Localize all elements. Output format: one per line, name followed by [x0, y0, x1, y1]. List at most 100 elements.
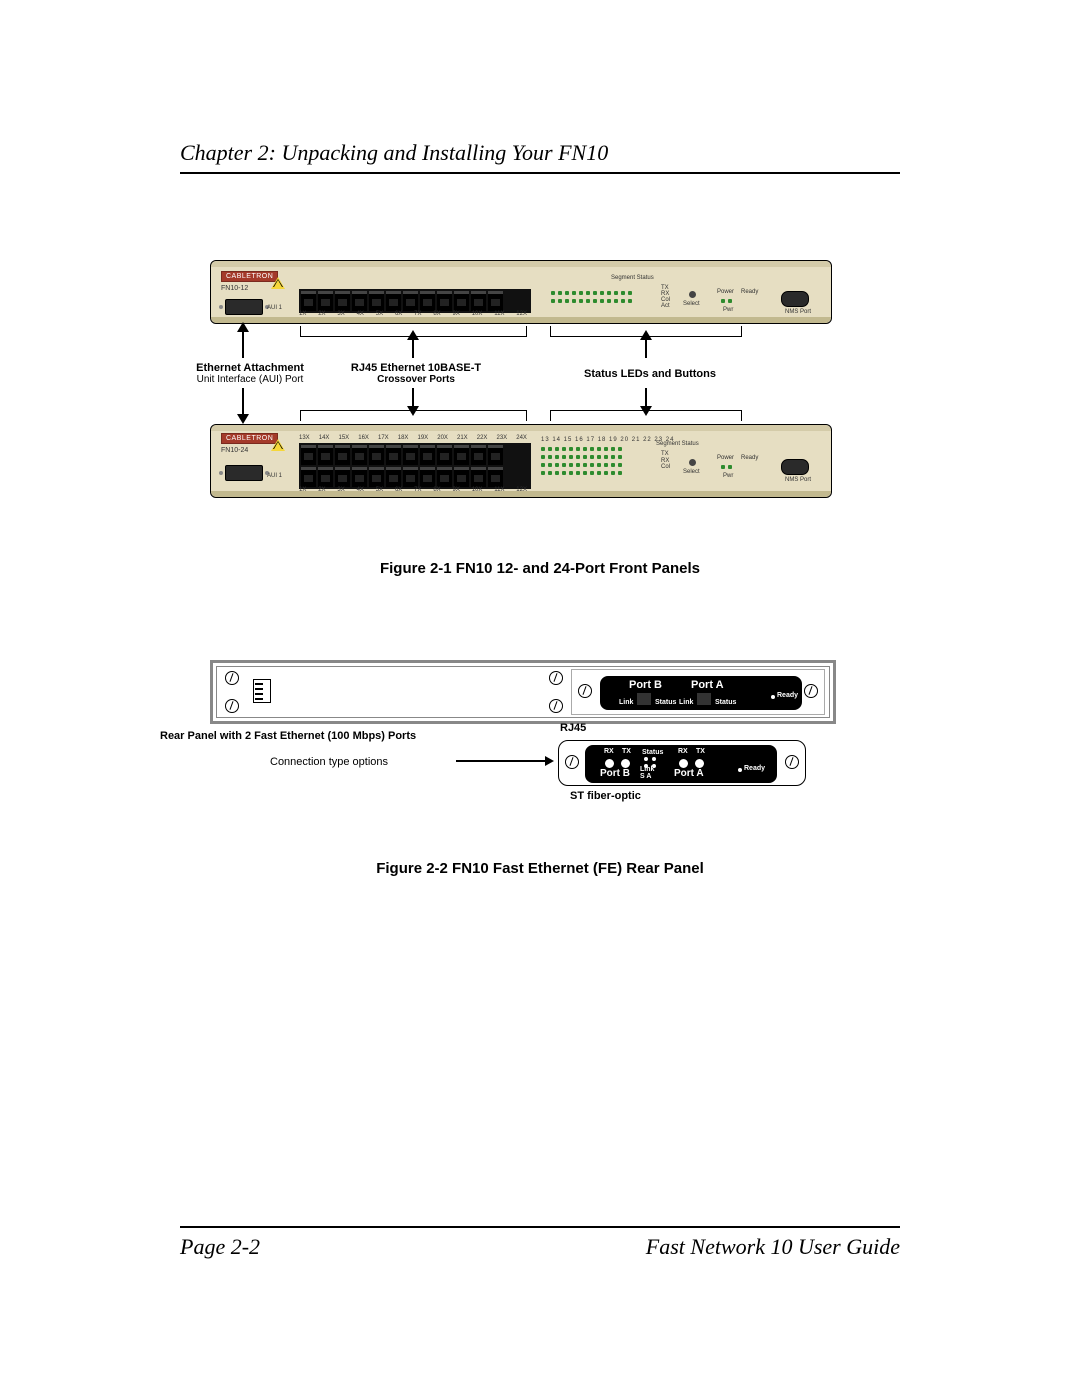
led-grid-2	[541, 455, 622, 459]
ann-aui: Ethernet Attachment Unit Interface (AUI)…	[170, 362, 330, 385]
guide-title: Fast Network 10 User Guide	[646, 1234, 900, 1260]
port-numbers-12: 1X2X3X4X5X6X7X8X9X10X11X12X	[299, 311, 527, 317]
fe-module-slot: Port B Port A Link Status Link Status Re…	[571, 669, 825, 715]
power-leds-24	[721, 465, 732, 469]
screw-icon	[549, 699, 563, 713]
pwr-label: Pwr	[723, 307, 733, 313]
hazard-icon-24	[271, 439, 285, 451]
arrow-aui-down	[242, 388, 244, 416]
status-led	[644, 757, 648, 761]
link-label2: Link	[679, 699, 693, 706]
led-nums-top: 13 14 15 16 17 18 19 20 21 22 23 24	[541, 437, 674, 443]
porta-label: Port A	[691, 679, 724, 691]
aui-label: AUI 1	[267, 305, 282, 311]
power-label: Power	[717, 289, 734, 295]
ready-label-24: Ready	[741, 455, 758, 461]
aui-label-24: AUI 1	[267, 473, 282, 479]
screw-icon	[578, 684, 592, 698]
rear-panel-main: Port B Port A Link Status Link Status Re…	[210, 660, 836, 724]
arrow-rj45-down	[412, 388, 414, 408]
rj45-ports-12	[299, 289, 531, 313]
rj45-ports-bottom	[299, 465, 531, 489]
rj45-conn-label: RJ45	[560, 722, 586, 734]
led-labels-24: TXRXCol	[661, 451, 670, 471]
pwr-label-24: Pwr	[723, 473, 733, 479]
arrow-conn-options	[456, 760, 546, 762]
status-label: Status	[655, 699, 676, 706]
st-inner: RX TX Status RX TX Port B Link S A Port …	[585, 745, 777, 783]
rj45-port-icon	[697, 693, 711, 705]
rj45-ports-top	[299, 443, 531, 467]
conn-type-label: Connection type options	[270, 756, 470, 768]
aui-port	[225, 299, 263, 315]
ready-led-st	[738, 768, 742, 772]
rear-panel-label: Rear Panel with 2 Fast Ethernet (100 Mbp…	[160, 730, 520, 742]
brand-badge-24: CABLETRON	[221, 433, 278, 444]
ready-label-st: Ready	[744, 765, 765, 772]
status-led	[652, 757, 656, 761]
ready-label: Ready	[777, 692, 798, 699]
screw-icon	[225, 671, 239, 685]
rx-label: RX	[604, 748, 614, 755]
led-labels: TXRXColAct	[661, 285, 670, 309]
led-grid-1	[541, 447, 622, 451]
model-label-24: FN10-24	[221, 447, 248, 454]
screw-icon	[804, 684, 818, 698]
led-row-1	[551, 291, 632, 295]
chapter-header: Chapter 2: Unpacking and Installing Your…	[180, 140, 900, 174]
arrow-rj45-up	[412, 338, 414, 358]
nms-label-24: NMS Port	[785, 477, 811, 483]
arrow-status-down	[645, 388, 647, 408]
device-fn10-24: CABLETRON FN10-24 AUI 1 13X14X15X16X17X1…	[210, 424, 832, 498]
figure-2-caption: Figure 2-2 FN10 Fast Ethernet (FE) Rear …	[180, 860, 900, 877]
segment-status-24: Segment Status	[656, 441, 699, 447]
screw-icon	[549, 671, 563, 685]
bracket-rj45-bottom	[300, 410, 527, 421]
select-button	[689, 291, 696, 298]
bracket-status-bottom	[550, 410, 742, 421]
select-label: Select	[683, 301, 700, 307]
page-number: Page 2-2	[180, 1234, 260, 1260]
port-numbers-top: 13X14X15X16X17X18X19X20X21X22X23X24X	[299, 435, 527, 441]
hazard-icon	[271, 277, 285, 289]
ready-label: Ready	[741, 289, 758, 295]
figure-1-caption: Figure 2-1 FN10 12- and 24-Port Front Pa…	[180, 560, 900, 577]
tx-label: TX	[622, 748, 631, 755]
select-button-24	[689, 459, 696, 466]
led-grid-4	[541, 471, 622, 475]
nms-port	[781, 291, 809, 307]
led-grid-3	[541, 463, 622, 467]
sa-label: S A	[640, 773, 651, 780]
rj45-port-icon	[637, 693, 651, 705]
tx-label2: TX	[696, 748, 705, 755]
screw-icon	[785, 755, 799, 769]
porta-label-st: Port A	[674, 768, 704, 779]
status-label2: Status	[715, 699, 736, 706]
nms-label: NMS Port	[785, 309, 811, 315]
link-label: Link	[619, 699, 633, 706]
led-row-2	[551, 299, 632, 303]
segment-status-label: Segment Status	[611, 275, 654, 281]
dip-switch	[253, 679, 271, 703]
status-center: Status	[642, 749, 663, 756]
st-fiber-label: ST fiber-optic	[570, 790, 641, 802]
st-fiber-module: RX TX Status RX TX Port B Link S A Port …	[558, 740, 806, 786]
page-footer: Page 2-2 Fast Network 10 User Guide	[180, 1226, 900, 1260]
figure-1-area: CABLETRON FN10-12 AUI 1 1X2X3X4X5X6X7X8X…	[180, 260, 900, 700]
nms-port-24	[781, 459, 809, 475]
power-leds	[721, 299, 732, 303]
link-label-st: Link	[640, 766, 654, 773]
ann-rj45: RJ45 Ethernet 10BASE-T Crossover Ports	[326, 362, 506, 385]
rj45-module: Port B Port A Link Status Link Status Re…	[600, 676, 802, 710]
port-numbers-bottom: 1X2X3X4X5X6X7X8X9X10X11X12X	[299, 487, 527, 493]
select-label-24: Select	[683, 469, 700, 475]
brand-badge: CABLETRON	[221, 271, 278, 282]
screw-icon	[225, 699, 239, 713]
figure-2-area: Port B Port A Link Status Link Status Re…	[180, 660, 900, 980]
ann-status: Status LEDs and Buttons	[560, 368, 740, 380]
arrow-status-up	[645, 338, 647, 358]
aui-port-24	[225, 465, 263, 481]
rx-label2: RX	[678, 748, 688, 755]
arrow-aui-up	[242, 330, 244, 358]
device-fn10-12: CABLETRON FN10-12 AUI 1 1X2X3X4X5X6X7X8X…	[210, 260, 832, 324]
